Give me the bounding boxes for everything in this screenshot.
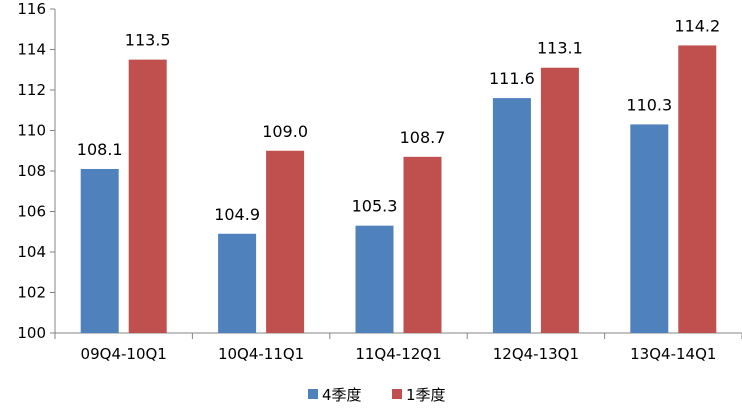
- data-label: 114.2: [674, 16, 720, 35]
- data-label: 113.5: [125, 31, 171, 50]
- bar-series-1: [492, 98, 531, 333]
- data-label: 109.0: [262, 122, 308, 141]
- x-tick-label: 10Q4-11Q1: [218, 345, 304, 363]
- legend: 4季度 1季度: [308, 386, 446, 404]
- y-tick-label: 110: [17, 122, 46, 140]
- y-tick-label: 100: [17, 324, 46, 342]
- legend-swatch: [308, 389, 318, 399]
- legend-label: 1季度: [406, 386, 446, 404]
- y-tick-label: 104: [17, 243, 46, 261]
- bar-series-2: [128, 59, 167, 333]
- x-axis-ticks: 09Q4-10Q1 10Q4-11Q1 11Q4-12Q1 12Q4-13Q1 13Q4…: [54, 333, 742, 363]
- data-label: 104.9: [214, 205, 260, 224]
- y-tick-label: 112: [17, 81, 46, 99]
- y-axis-ticks: 100 102 104 106 108 110 112 114 116: [17, 0, 55, 342]
- legend-swatch: [392, 389, 402, 399]
- bar-series-2: [540, 67, 579, 333]
- data-label: 105.3: [352, 197, 398, 216]
- data-labels: 108.1 113.5 104.9 109.0 105.3 108.7 111.6113.1…: [77, 16, 720, 223]
- bars: [80, 45, 717, 333]
- bar-series-2: [678, 45, 717, 333]
- bar-series-2: [403, 156, 442, 333]
- bar-series-1: [630, 124, 669, 333]
- y-tick-label: 108: [17, 162, 46, 180]
- data-label: 113.1: [537, 39, 583, 58]
- bar-series-1: [218, 233, 257, 333]
- x-tick-label: 09Q4-10Q1: [81, 345, 167, 363]
- data-label: 108.7: [400, 128, 446, 147]
- y-tick-label: 114: [17, 41, 46, 59]
- bar-series-2: [266, 150, 305, 333]
- legend-label: 4季度: [322, 386, 362, 404]
- y-tick-label: 102: [17, 284, 46, 302]
- x-tick-label: 11Q4-12Q1: [355, 345, 441, 363]
- data-label: 110.3: [626, 95, 672, 114]
- data-label: 108.1: [77, 140, 123, 159]
- bar-series-1: [355, 225, 394, 333]
- x-tick-label: 12Q4-13Q1: [493, 345, 579, 363]
- bar-series-1: [80, 168, 119, 333]
- data-label: 111.6: [489, 69, 535, 88]
- y-tick-label: 106: [17, 203, 46, 221]
- x-tick-label: 13Q4-14Q1: [630, 345, 716, 363]
- y-tick-label: 116: [17, 0, 46, 18]
